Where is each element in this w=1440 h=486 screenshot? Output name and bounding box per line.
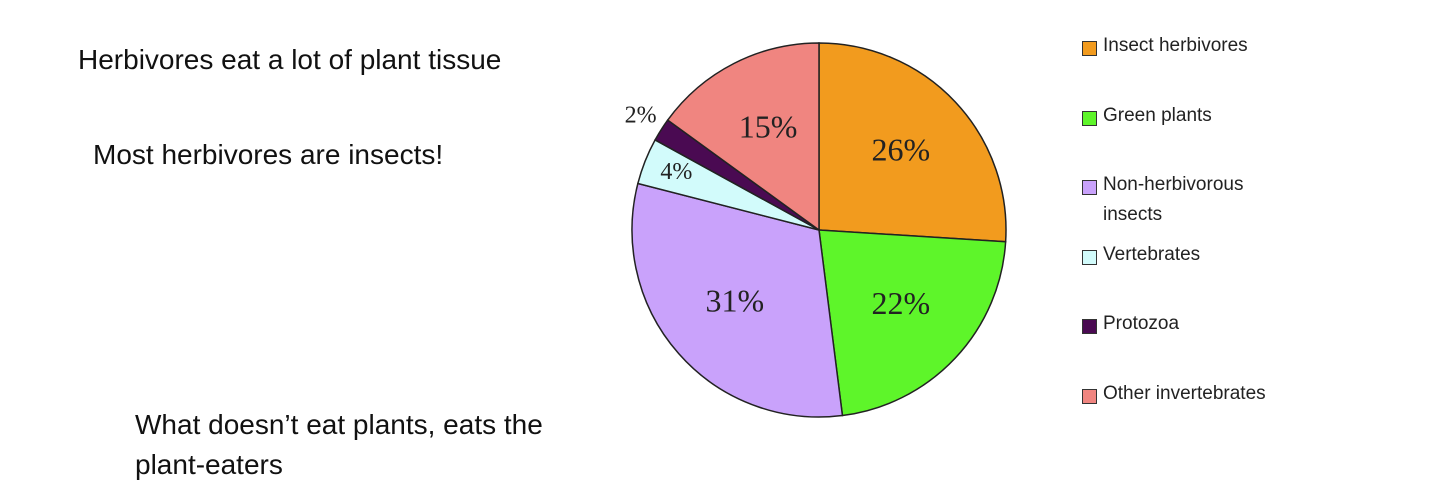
legend-swatch [1082, 180, 1097, 196]
data-label: 15% [739, 108, 798, 144]
legend-swatch [1082, 319, 1097, 335]
legend-label: Non-herbivorous insects [1103, 174, 1244, 226]
legend-label: Protozoa [1103, 313, 1180, 335]
legend-swatch [1082, 389, 1097, 404]
legend-entry: Insect herbivores [1082, 35, 1293, 61]
pie-slice [631, 182, 844, 418]
legend-entry: Non-herbivorous insects [1082, 174, 1293, 230]
legend-entry: Vertebrates [1082, 244, 1293, 270]
pie-chart: 26% 22% 31% 4% 2% 15% [625, 42, 1007, 418]
pie-slice [818, 42, 1007, 243]
pie-slice [818, 229, 1007, 417]
legend-swatch [1082, 110, 1097, 126]
data-label: 4% [660, 159, 692, 185]
data-label: 31% [706, 283, 765, 319]
legend-label: Vertebrates [1103, 243, 1201, 265]
legend-swatch [1082, 41, 1097, 56]
annotation: What doesn’t eat plants, eats the plant-… [135, 409, 543, 480]
legend-label: Insect herbivores [1103, 35, 1248, 56]
pie-slice [666, 42, 820, 232]
legend-entry: Protozoa [1082, 313, 1293, 339]
annotation: Herbivores eat a lot of plant tissue [78, 44, 502, 75]
legend-entry: Green plants [1082, 105, 1293, 131]
legend-label: Other invertebrates [1103, 383, 1266, 404]
legend-label: Green plants [1103, 104, 1212, 126]
legend-entry: Other invertebrates [1082, 383, 1293, 409]
annotation: Most herbivores are insects! [93, 139, 444, 170]
data-label: 22% [871, 285, 930, 321]
data-label: 26% [871, 132, 930, 168]
legend-swatch [1082, 249, 1097, 265]
data-label: 2% [625, 102, 657, 128]
